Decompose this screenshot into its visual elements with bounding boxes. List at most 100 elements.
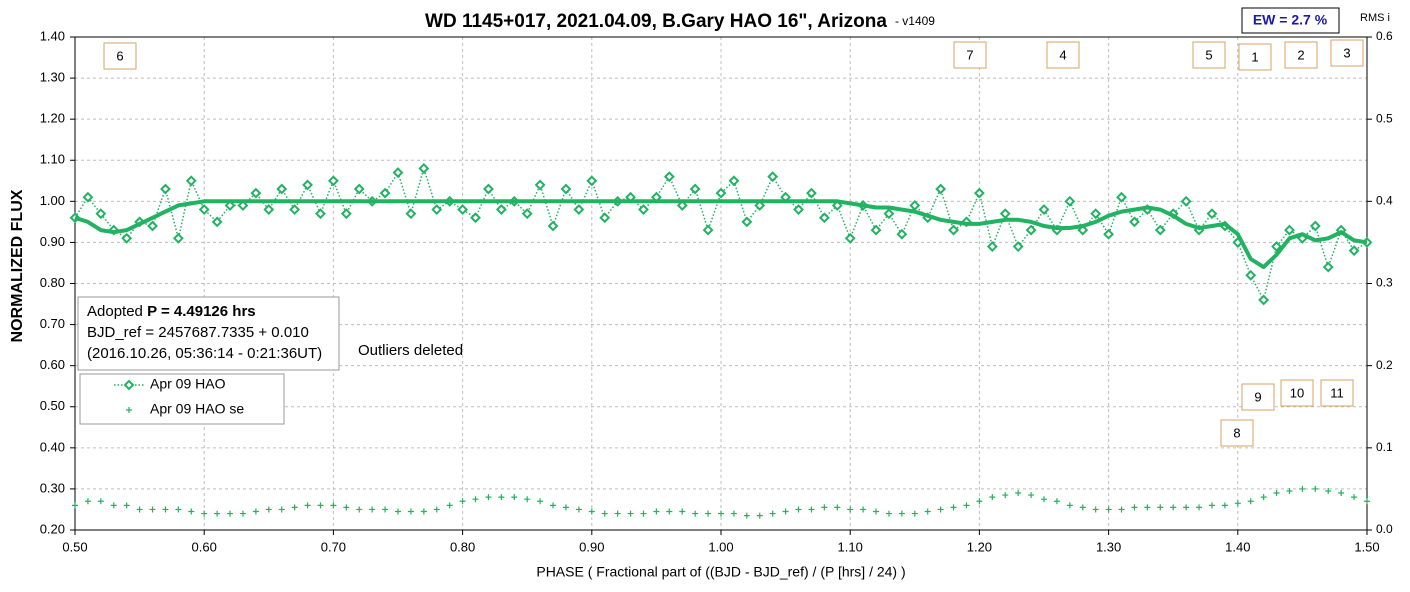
y-tick-label: 0.70 (40, 316, 65, 331)
se-point (1183, 504, 1190, 511)
data-point (793, 204, 804, 215)
se-point (718, 510, 724, 517)
data-point (327, 175, 339, 187)
data-point (1284, 224, 1295, 236)
marker-label: 11 (1330, 385, 1344, 400)
se-point (963, 502, 970, 509)
data-point (870, 224, 882, 236)
se-point (1015, 490, 1022, 497)
data-point (1180, 195, 1192, 207)
se-point (873, 508, 880, 515)
data-point (1348, 245, 1360, 257)
data-point (1154, 224, 1166, 236)
data-point (276, 183, 288, 195)
legend-marker (126, 407, 132, 413)
se-point (976, 498, 983, 505)
y-tick-label: 0.20 (40, 521, 65, 536)
marker-box (1284, 41, 1318, 69)
se-point (175, 506, 182, 513)
x-tick-label: 0.80 (450, 539, 475, 554)
chart-title: WD 1145+017, 2021.04.09, B.Gary HAO 16",… (425, 11, 887, 32)
bjd-ref: BJD_ref = 2457687.7335 + 0.010 (87, 324, 309, 341)
x-tick-label: 1.50 (1354, 539, 1379, 554)
y2-tick-label: 0.4 (1376, 194, 1393, 208)
se-point (950, 504, 957, 511)
data-point (689, 183, 701, 195)
data-point (806, 187, 817, 199)
data-point (599, 212, 611, 224)
legend-label: Apr 09 HAO (150, 376, 226, 392)
se-point (459, 498, 466, 505)
marker-box (1330, 39, 1364, 67)
data-point (973, 187, 985, 199)
y2-tick-label: 0.6 (1376, 29, 1393, 43)
se-point (498, 494, 505, 501)
data-point (340, 208, 352, 220)
se-point (537, 498, 544, 505)
se-point (705, 510, 712, 517)
y-tick-label: 1.40 (40, 28, 65, 43)
legend: Apr 09 HAO Apr 09 HAO se (79, 373, 285, 425)
legend-label: Apr 09 HAO se (150, 401, 244, 417)
y2-tick-label: 0.5 (1376, 111, 1393, 125)
se-point (653, 508, 660, 515)
data-point (702, 224, 714, 236)
se-point (1364, 498, 1370, 505)
se-point (446, 502, 453, 509)
ew-label: EW = 2.7 % (1253, 12, 1328, 28)
data-point (495, 204, 507, 215)
data-point (1103, 228, 1115, 240)
se-point (821, 504, 828, 511)
x-tick-label: 1.20 (967, 539, 992, 554)
data-point (379, 187, 391, 199)
se-point (550, 502, 557, 509)
data-point (405, 208, 417, 220)
annotation-box: Adopted P = 4.49126 hrs BJD_ref = 245768… (77, 296, 463, 371)
x-tick-label: 0.70 (321, 539, 346, 554)
x-tick-label: 1.30 (1096, 539, 1121, 554)
se-point (395, 508, 401, 515)
data-point (754, 200, 766, 211)
data-point (185, 175, 197, 187)
plot-frame (74, 36, 1368, 531)
data-point (431, 204, 443, 215)
se-point (1234, 500, 1241, 507)
data-point (638, 204, 649, 215)
se-point (1131, 504, 1138, 511)
data-point (160, 183, 171, 195)
x-tick-label: 1.00 (708, 539, 733, 554)
marker-box (1238, 43, 1272, 71)
y-tick-label: 1.00 (40, 193, 65, 208)
ew-box (1241, 7, 1340, 34)
se-point (1247, 498, 1254, 505)
marker-label: 8 (1233, 425, 1240, 440)
period-line: Adopted P = 4.49126 hrs (87, 303, 256, 320)
data-point (818, 212, 830, 224)
data-point (741, 216, 753, 228)
se-point (692, 510, 699, 517)
data-point (547, 220, 559, 232)
se-point (1118, 506, 1125, 513)
data-point (315, 208, 326, 220)
data-point (767, 171, 779, 183)
se-point (304, 502, 311, 509)
data-point (289, 204, 301, 215)
marker-label: 1 (1251, 49, 1258, 64)
data-point (263, 204, 275, 215)
marker-label: 9 (1254, 389, 1261, 404)
se-point (123, 502, 130, 509)
se-point (485, 494, 492, 501)
se-point (769, 510, 776, 517)
y-axis-title: NORMALIZED FLUX (9, 189, 26, 342)
note: Outliers deleted (358, 342, 463, 359)
se-point (188, 508, 195, 515)
se-point (795, 506, 802, 513)
se-point (1196, 504, 1203, 511)
data-point (121, 232, 133, 244)
marker-label: 5 (1205, 47, 1212, 62)
se-point (782, 508, 789, 515)
se-point (588, 508, 595, 515)
data-point (147, 220, 158, 232)
marker-label: 6 (116, 48, 123, 63)
